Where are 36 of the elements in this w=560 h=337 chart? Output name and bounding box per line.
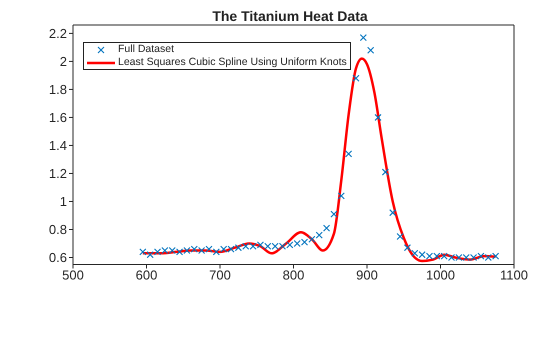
point [323,224,330,232]
legend-label: Full Dataset [118,43,174,56]
x-tick-label: 600 [136,268,158,283]
point [404,244,411,252]
point [330,210,338,218]
x-tick-label: 800 [282,268,304,283]
point [382,168,389,176]
x-tick-label: 500 [62,268,84,283]
point [345,150,352,158]
y-tick-label: 2.2 [48,26,67,42]
point [212,248,220,256]
y-tick-label: 0.8 [48,222,67,238]
point [146,251,154,258]
chart-title: The Titanium Heat Data [211,8,369,24]
x-tick-label: 1100 [500,268,528,283]
point [367,46,374,54]
point [389,209,396,216]
y-tick-label: 0.6 [48,250,67,266]
point [374,114,382,121]
x-tick-label: 900 [356,268,378,283]
y-tick-label: 1 [60,194,67,210]
point [352,74,360,82]
y-tick-label: 2 [60,54,67,70]
point [396,232,404,240]
point [308,236,316,243]
point [139,248,146,256]
y-tick-label: 1.8 [48,82,67,98]
point [316,232,323,239]
legend-label: Least Squares Cubic Spline Using Uniform Knots [118,56,347,69]
point [338,192,345,200]
x-tick-label: 1000 [426,268,455,283]
y-tick-label: 1.4 [48,138,67,154]
y-tick-label: 1.2 [48,166,67,182]
y-tick-label: 1.6 [48,110,67,126]
point [360,34,367,42]
x-tick-label: 700 [209,268,231,283]
